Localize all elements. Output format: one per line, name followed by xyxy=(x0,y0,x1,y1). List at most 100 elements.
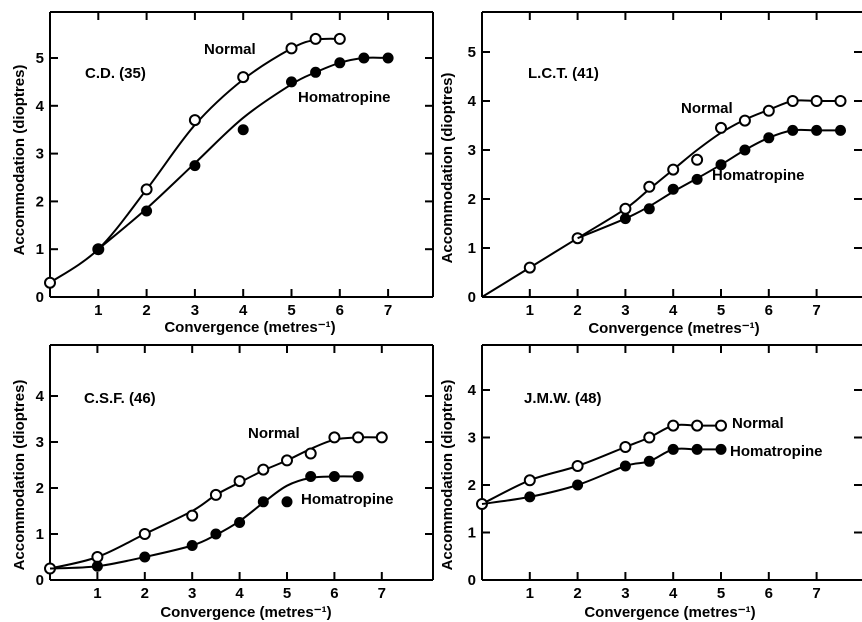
data-point-normal-cd xyxy=(188,114,201,127)
y-tick-label-lct: 1 xyxy=(468,240,476,257)
data-point-homatropine-csf xyxy=(305,471,317,482)
data-point-normal-csf xyxy=(375,431,388,444)
data-point-normal-csf xyxy=(233,475,246,488)
series-line-homatropine-lct xyxy=(577,128,841,240)
x-tick-label-cd: 6 xyxy=(336,302,344,319)
x-tick-label-jmw: 7 xyxy=(812,585,820,602)
data-point-homatropine-cd xyxy=(141,205,153,217)
data-point-normal-jmw xyxy=(715,419,727,432)
data-point-homatropine-cd xyxy=(189,160,201,172)
y-tick-label-csf: 3 xyxy=(36,434,44,451)
panel-lct-label-normal: Normal xyxy=(681,100,733,117)
data-point-normal-csf xyxy=(328,431,341,444)
data-point-normal-lct xyxy=(523,261,536,274)
data-point-homatropine-lct xyxy=(811,124,823,136)
x-tick-label-csf: 7 xyxy=(378,585,386,602)
data-point-normal-lct xyxy=(691,153,704,166)
data-point-normal-jmw xyxy=(619,441,632,453)
data-point-homatropine-csf xyxy=(186,540,198,551)
data-point-normal-csf xyxy=(186,509,199,522)
panel-jmw: J.M.W. (48) Convergence (metres⁻¹) Accom… xyxy=(439,380,823,621)
data-point-normal-cd xyxy=(285,42,298,55)
data-point-homatropine-jmw xyxy=(715,443,727,455)
data-point-normal-jmw xyxy=(643,431,656,444)
data-point-homatropine-cd xyxy=(286,76,297,88)
panel-csf-ylabel: Accommodation (dioptres) xyxy=(11,380,28,571)
data-point-normal-csf xyxy=(257,463,270,476)
x-tick-label-cd: 1 xyxy=(94,302,102,319)
y-tick-label-jmw: 4 xyxy=(468,382,477,399)
x-tick-label-csf: 2 xyxy=(141,585,149,602)
data-point-normal-cd xyxy=(333,32,346,45)
plot-cd: 1 2 3 4 5 6 7 0 1 2 3 4 5 xyxy=(36,11,434,319)
data-point-homatropine-csf xyxy=(281,496,293,508)
data-point-homatropine-lct xyxy=(667,183,679,195)
data-point-homatropine-csf xyxy=(352,471,364,482)
panel-jmw-title: J.M.W. (48) xyxy=(524,390,602,407)
x-tick-label-csf: 4 xyxy=(235,585,244,602)
series-line-normal-jmw xyxy=(481,423,721,505)
data-point-homatropine-lct xyxy=(643,203,655,215)
panel-cd-label-normal: Normal xyxy=(204,41,256,58)
data-point-homatropine-jmw xyxy=(619,460,631,472)
x-tick-label-csf: 6 xyxy=(330,585,338,602)
panel-lct-label-homatropine: Homatropine xyxy=(712,167,805,184)
plot-csf: 1 2 3 4 5 6 7 0 1 2 3 4 xyxy=(36,344,434,602)
data-point-normal-cd xyxy=(237,71,250,84)
plot-jmw: 1 2 3 4 5 6 7 0 1 2 3 4 xyxy=(468,344,862,602)
y-tick-label-lct: 5 xyxy=(468,44,476,61)
x-tick-label-csf: 3 xyxy=(188,585,196,602)
x-tick-label-lct: 6 xyxy=(765,302,773,319)
x-tick-label-csf: 5 xyxy=(283,585,291,602)
data-point-normal-jmw xyxy=(691,419,704,432)
y-tick-label-lct: 0 xyxy=(468,289,476,306)
y-tick-label-jmw: 1 xyxy=(468,525,476,542)
data-point-homatropine-jmw xyxy=(524,491,536,503)
y-tick-label-cd: 4 xyxy=(36,98,45,115)
data-point-normal-csf xyxy=(281,454,293,467)
plot-lct: 1 2 3 4 5 6 7 0 1 2 3 4 5 xyxy=(468,11,862,319)
series-line-homatropine-cd xyxy=(97,56,389,250)
data-point-homatropine-csf xyxy=(234,517,246,528)
panel-csf-label-homatropine: Homatropine xyxy=(301,491,394,508)
panel-jmw-ylabel: Accommodation (dioptres) xyxy=(439,380,456,571)
data-point-homatropine-jmw xyxy=(691,443,703,455)
y-tick-label-cd: 0 xyxy=(36,289,44,306)
panel-cd-title: C.D. (35) xyxy=(85,65,146,82)
data-point-normal-cd xyxy=(140,183,153,196)
x-tick-label-lct: 7 xyxy=(812,302,820,319)
data-point-homatropine-csf xyxy=(210,528,222,540)
panel-cd-ylabel: Accommodation (dioptres) xyxy=(11,65,28,256)
x-tick-label-cd: 3 xyxy=(191,302,199,319)
data-point-normal-lct xyxy=(762,104,775,117)
panel-lct-title: L.C.T. (41) xyxy=(528,65,599,82)
data-point-normal-lct xyxy=(643,180,656,193)
panel-jmw-label-homatropine: Homatropine xyxy=(730,443,823,460)
data-point-normal-jmw xyxy=(571,460,584,472)
data-point-homatropine-csf xyxy=(328,471,340,482)
x-tick-label-jmw: 4 xyxy=(669,585,678,602)
data-point-normal-lct xyxy=(786,95,799,107)
data-point-homatropine-cd xyxy=(92,243,104,255)
data-point-homatropine-cd xyxy=(237,124,249,136)
panel-csf-xlabel: Convergence (metres⁻¹) xyxy=(160,604,331,621)
data-point-normal-jmw xyxy=(667,419,680,432)
y-tick-label-csf: 1 xyxy=(36,526,44,543)
data-point-homatropine-lct xyxy=(787,124,799,136)
y-tick-label-csf: 4 xyxy=(36,388,45,405)
y-tick-label-cd: 1 xyxy=(36,241,44,258)
data-point-normal-csf xyxy=(138,528,151,540)
data-point-homatropine-jmw xyxy=(643,455,655,467)
data-point-normal-lct xyxy=(738,114,751,127)
panel-csf-label-normal: Normal xyxy=(248,425,300,442)
x-tick-label-jmw: 3 xyxy=(621,585,629,602)
y-tick-label-jmw: 3 xyxy=(468,430,476,447)
data-point-homatropine-jmw xyxy=(667,443,679,455)
data-point-normal-cd xyxy=(309,32,322,45)
x-tick-label-lct: 1 xyxy=(526,302,534,319)
data-point-homatropine-lct xyxy=(739,144,751,156)
panel-lct: L.C.T. (41) Convergence (metres⁻¹) Accom… xyxy=(439,65,805,337)
panel-cd: C.D. (35) Convergence (metres⁻¹) Accommo… xyxy=(11,41,391,336)
data-point-normal-csf xyxy=(91,551,104,563)
data-point-homatropine-cd xyxy=(310,66,322,78)
